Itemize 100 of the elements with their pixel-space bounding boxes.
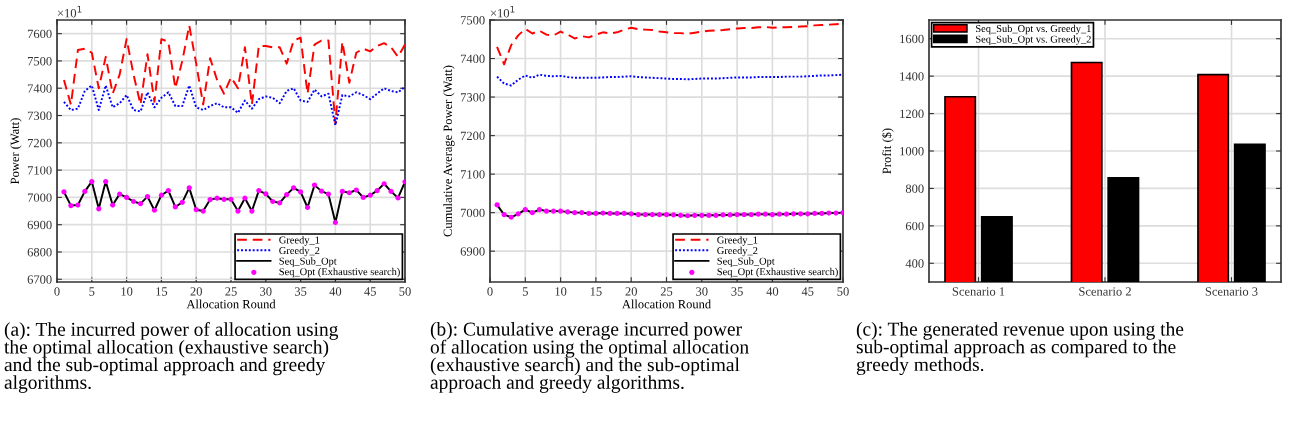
y-tick-label: 6900: [460, 247, 485, 256]
line-series: [496, 73, 843, 87]
point: [68, 202, 74, 209]
x-tick-label: 0: [54, 287, 60, 296]
text: Seq_Sub_Opt vs. Greedy_1: [976, 24, 1091, 35]
y-axis-title: Profit ($): [881, 128, 894, 174]
y-axis-title: Cumulative Average Power (Watt): [443, 65, 455, 237]
legend-label: Greedy_1: [279, 236, 320, 246]
point: [158, 192, 164, 198]
point: [304, 204, 311, 211]
legend-label: Greedy_2: [717, 246, 758, 257]
point: [117, 191, 123, 197]
y-tick-label: 7200: [27, 138, 52, 148]
point: [249, 208, 255, 214]
y-tick-label: 6800: [27, 248, 52, 257]
point: [284, 192, 290, 198]
point: [395, 195, 401, 201]
y-tick-label: 400: [905, 259, 924, 268]
y-axis-title: Power (Watt): [10, 118, 22, 184]
point: [235, 208, 241, 214]
point: [61, 189, 67, 195]
y-tick-label: 7300: [460, 93, 485, 102]
x-tick-label: 25: [225, 287, 237, 296]
point: [75, 202, 81, 208]
y-tick-label: 1200: [900, 109, 924, 119]
text: ×10$^{1}$: [490, 6, 515, 18]
y-tick-label: 7000: [27, 193, 52, 202]
point: [130, 198, 137, 205]
line-series: [62, 84, 405, 127]
x-tick-label: 50: [399, 287, 411, 296]
point: [193, 207, 199, 213]
x-axis-title: Allocation Round: [622, 299, 711, 309]
y-tick-label: 800: [905, 184, 924, 193]
legend-label: Seq_Sub_Opt: [717, 257, 775, 267]
y-tick-label: 7200: [460, 131, 485, 141]
point: [151, 207, 158, 213]
y-tick-label: 1000: [900, 147, 924, 156]
x-tick-label: Scenario 3: [1205, 287, 1258, 296]
x-tick-label: 0: [487, 287, 493, 296]
x-tick-label: 15: [590, 287, 602, 296]
point: [207, 196, 213, 203]
point: [165, 187, 171, 194]
x-tick-label: Scenario 1: [952, 287, 1005, 296]
point: [242, 195, 248, 201]
x-tick-label: 10: [555, 287, 567, 296]
point: [144, 193, 151, 200]
legend-label: Seq_Sub_Opt vs. Greedy_2: [976, 35, 1091, 45]
point: [89, 178, 95, 185]
point: [137, 201, 144, 207]
point: [346, 190, 352, 196]
x-tick-label: 30: [260, 287, 272, 296]
y-tick-label: 600: [905, 221, 924, 231]
x-tick-label: 15: [156, 287, 168, 296]
y-tick-label: 6700: [27, 275, 52, 284]
point: [186, 185, 192, 191]
x-tick-label: 40: [329, 287, 342, 296]
x-tick-label: 35: [294, 287, 307, 296]
point: [353, 187, 359, 193]
legend-label: Greedy_1: [717, 236, 758, 246]
point: [263, 191, 269, 197]
x-tick-label: 40: [766, 287, 779, 296]
x-tick-label: 25: [660, 287, 673, 296]
point: [221, 196, 227, 202]
y-tick-label: 7600: [27, 29, 52, 39]
x-tick-label: 35: [731, 287, 743, 296]
point: [172, 204, 178, 210]
legend-label: Seq_Sub_Opt: [279, 257, 337, 267]
y-tick-label: 7400: [27, 84, 52, 93]
y-tick-label: 1600: [900, 34, 924, 44]
y-tick-label: 7000: [460, 208, 485, 218]
x-tick-label: 10: [121, 287, 133, 296]
text: (c): The generated revenue upon using the sub-optimal approach as compared to the greedy methods.: [856, 322, 1184, 376]
point: [291, 185, 297, 191]
y-tick-label: 7500: [460, 16, 485, 25]
point: [360, 194, 366, 200]
point: [374, 187, 380, 194]
x-tick-label: 50: [837, 287, 849, 296]
y-tick-label: 7400: [460, 54, 485, 63]
y-tick-label: 7300: [27, 111, 52, 120]
point: [367, 192, 373, 198]
y-tick-label: 7100: [460, 170, 485, 179]
y-tick-label: 1400: [900, 72, 924, 81]
point: [179, 199, 185, 205]
x-tick-label: 5: [89, 287, 95, 296]
text: ×10$^{1}$: [57, 6, 82, 18]
point: [103, 178, 109, 185]
point: [311, 182, 318, 188]
text: (b): Cumulative average incurred power of allocation using the optimal allocation (exhaustive search) and the sub-optimal approach and greedy algorithms.: [430, 322, 749, 393]
x-tick-label: 20: [625, 287, 637, 296]
point: [256, 187, 262, 194]
legend-label: Greedy_2: [279, 246, 320, 257]
point: [200, 208, 206, 214]
point: [318, 188, 325, 194]
legend-label: Seq_Opt (Exhaustive search): [279, 267, 400, 278]
point: [124, 194, 130, 200]
point: [381, 181, 387, 187]
text: (a): The incurred power of allocation using the optimal allocation (exhaustive search) and the sub-optimal approach and greedy algorithms.: [4, 322, 339, 393]
point: [214, 195, 220, 201]
x-tick-label: 45: [801, 287, 814, 296]
y-tick-label: 6900: [27, 220, 52, 230]
